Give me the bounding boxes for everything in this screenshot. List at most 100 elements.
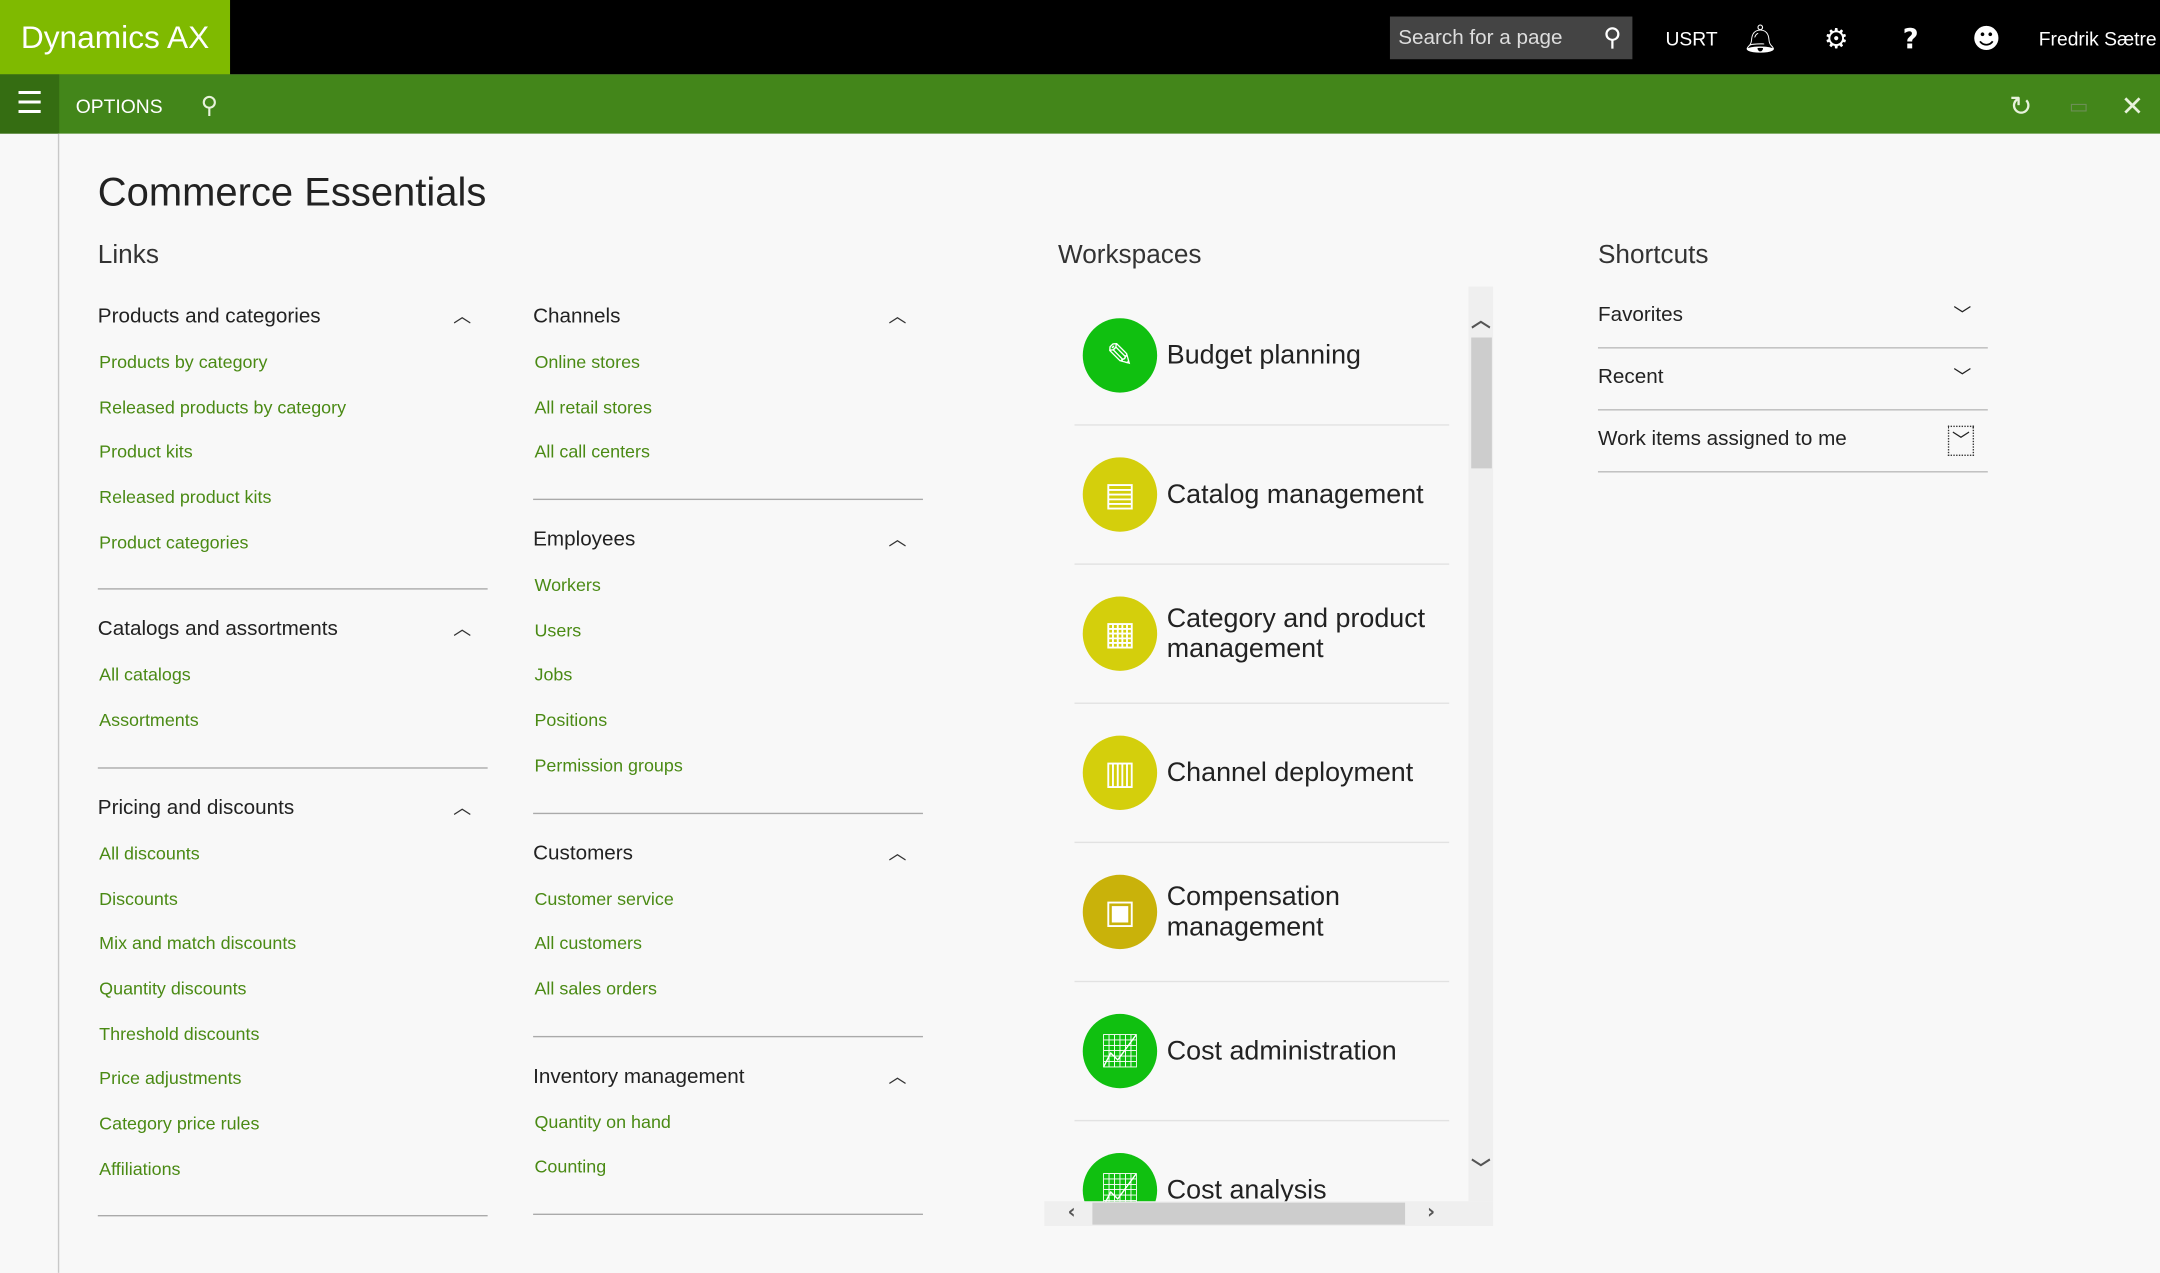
app-logo[interactable]: Dynamics AX (0, 0, 231, 75)
links-heading: Links (97, 241, 159, 270)
group-title: Catalogs and assortments (97, 617, 338, 642)
chevron-up-icon[interactable]: ︿ (888, 305, 907, 327)
link-item[interactable]: Product kits (99, 441, 193, 462)
link-item[interactable]: All sales orders (534, 977, 657, 999)
bell-icon[interactable]: 🔔︎ (1743, 22, 1778, 56)
chevron-up-icon[interactable]: ︿ (453, 619, 472, 640)
group-header[interactable]: Employees ︿ (533, 519, 923, 560)
workspaces-heading: Workspaces (1057, 241, 1202, 270)
options-button[interactable]: OPTIONS (75, 95, 163, 118)
link-group: Customers ︿ Customer service All customers A… (533, 833, 923, 1037)
link-item[interactable]: Customer service (534, 887, 674, 909)
scroll-down-icon[interactable]: ﹀ (1471, 1158, 1491, 1181)
link-item[interactable]: Discounts (99, 887, 178, 909)
workspace-label: Channel deployment (1166, 757, 1414, 788)
action-bar (0, 74, 2160, 134)
workspace-label: Category and product management (1166, 603, 1426, 664)
link-group: Channels ︿ Online stores All retail stores A… (533, 296, 923, 501)
chevron-down-icon[interactable]: ﹀ (1947, 425, 1975, 456)
gear-icon[interactable]: ⚙ (1823, 22, 1849, 56)
scroll-up-icon[interactable]: ︿ (1471, 309, 1491, 332)
workspace-tile[interactable]: ✎ Budget planning (1074, 287, 1450, 426)
shortcut-item[interactable]: Favorites ﹀ (1597, 287, 1988, 349)
chevron-down-icon[interactable]: ﹀ (1953, 366, 1972, 388)
refresh-icon[interactable]: ↻ (2009, 89, 2033, 123)
shortcut-label: Work items assigned to me (1597, 427, 1847, 451)
help-icon[interactable]: ? (1902, 22, 1919, 56)
smiley-icon[interactable]: ☻ (1972, 22, 2001, 56)
scroll-left-icon[interactable]: ‹ (1067, 1201, 1076, 1224)
link-item[interactable]: Price adjustments (99, 1067, 242, 1089)
link-item[interactable]: Counting (534, 1156, 607, 1177)
group-header[interactable]: Pricing and discounts ︿ (98, 788, 488, 829)
search-icon[interactable]: ⚲ (200, 92, 218, 120)
scroll-right-icon[interactable]: › (1427, 1201, 1436, 1224)
company-picker[interactable]: USRT (1665, 27, 1718, 50)
link-item[interactable]: Permission groups (534, 754, 683, 776)
group-title: Channels (533, 304, 621, 328)
link-item[interactable]: Products by category (99, 351, 268, 372)
workspace-label: Catalog management (1166, 479, 1424, 510)
group-header[interactable]: Customers ︿ (533, 833, 923, 874)
horizontal-scroll-thumb[interactable] (1092, 1202, 1406, 1225)
workspace-label: Budget planning (1166, 340, 1361, 371)
link-item[interactable]: Positions (534, 709, 608, 731)
group-title: Employees (533, 527, 636, 552)
link-item[interactable]: Category price rules (99, 1112, 260, 1134)
link-item[interactable]: Released product kits (99, 486, 272, 508)
workspace-tile[interactable]: ▦ Category and product management (1074, 565, 1450, 704)
workspace-tile[interactable]: 📈︎ Cost analysis (1074, 1121, 1449, 1227)
workspace-tile[interactable]: ▥ Channel deployment (1074, 704, 1450, 844)
chevron-up-icon[interactable]: ︿ (453, 797, 472, 819)
link-item[interactable]: Jobs (534, 664, 573, 686)
chevron-down-icon[interactable]: ﹀ (1953, 304, 1972, 326)
chevron-up-icon[interactable]: ︿ (453, 305, 472, 327)
shortcut-label: Recent (1597, 365, 1664, 389)
group-header[interactable]: Catalogs and assortments ︿ (98, 609, 488, 650)
shortcut-item[interactable]: Work items assigned to me ﹀ (1597, 411, 1988, 473)
store-icon: ▥ (1082, 735, 1158, 810)
chevron-up-icon[interactable]: ︿ (888, 842, 907, 864)
link-item[interactable]: Quantity on hand (534, 1111, 671, 1132)
workspace-tile[interactable]: ▤ Catalog management (1074, 426, 1450, 565)
search-icon[interactable]: ⚲ (1603, 23, 1622, 51)
link-item[interactable]: All discounts (99, 842, 200, 864)
group-header[interactable]: Inventory management ︿ (533, 1056, 923, 1097)
link-item[interactable]: Released products by category (99, 396, 347, 417)
link-item[interactable]: Affiliations (99, 1158, 181, 1179)
top-bar (0, 0, 2160, 75)
link-item[interactable]: Workers (534, 574, 601, 596)
link-group: Catalogs and assortments ︿ All catalogs Ass… (97, 609, 488, 769)
product-box-icon: ▦ (1082, 596, 1158, 671)
group-header[interactable]: Products and categories ︿ (98, 296, 488, 337)
workspace-tile[interactable]: 📈︎ Cost administration (1074, 982, 1450, 1122)
link-item[interactable]: All customers (534, 932, 642, 954)
vertical-scroll-thumb[interactable] (1471, 337, 1492, 469)
link-item[interactable]: Mix and match discounts (99, 932, 297, 954)
shortcut-item[interactable]: Recent ﹀ (1597, 349, 1988, 411)
workspace-tile[interactable]: ▣ Compensation management (1074, 843, 1450, 983)
group-header[interactable]: Channels ︿ (533, 296, 923, 337)
link-item[interactable]: All catalogs (99, 664, 191, 686)
close-icon[interactable]: ✕ (2120, 89, 2144, 123)
shortcuts-heading: Shortcuts (1597, 241, 1709, 270)
workspace-label: Compensation management (1166, 881, 1341, 943)
nav-divider (57, 133, 60, 1273)
link-item[interactable]: Online stores (534, 351, 641, 372)
popout-icon[interactable]: ▭ (2068, 93, 2089, 119)
hamburger-menu-icon[interactable]: ☰ (0, 74, 60, 134)
link-item[interactable]: All call centers (534, 441, 650, 462)
chevron-up-icon[interactable]: ︿ (888, 529, 907, 550)
link-item[interactable]: Users (534, 619, 582, 641)
link-item[interactable]: Threshold discounts (99, 1022, 260, 1044)
user-name[interactable]: Fredrik Sætre (2038, 27, 2157, 50)
search-box[interactable]: Search for a page ⚲ (1389, 16, 1633, 60)
chevron-up-icon[interactable]: ︿ (888, 1065, 907, 1087)
link-item[interactable]: Product categories (99, 531, 249, 553)
link-item[interactable]: Quantity discounts (99, 977, 247, 999)
link-item[interactable]: Assortments (99, 709, 199, 731)
workspace-label: Cost analysis (1166, 1175, 1327, 1206)
budget-icon: ✎ (1082, 318, 1158, 393)
search-input[interactable]: Search for a page (1398, 26, 1563, 50)
link-item[interactable]: All retail stores (534, 396, 652, 417)
